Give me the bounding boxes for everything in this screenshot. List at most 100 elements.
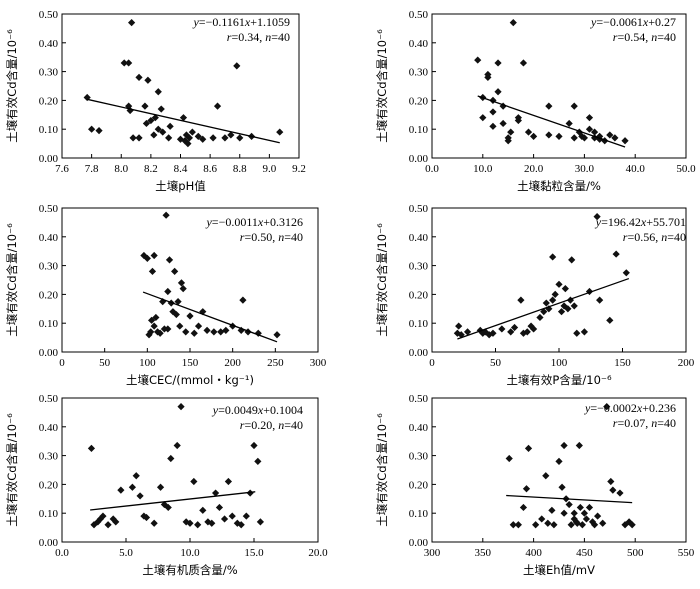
data-point	[224, 477, 232, 486]
data-point	[621, 521, 629, 529]
x-tick-label: 8.8	[233, 163, 247, 175]
data-point	[129, 134, 137, 142]
data-point	[217, 328, 225, 336]
data-point	[236, 134, 244, 142]
x-tick-label: 20.0	[308, 547, 328, 559]
data-point	[164, 503, 172, 512]
y-tick-label: 0.50	[39, 393, 59, 405]
data-point	[167, 454, 175, 463]
data-point	[536, 313, 544, 322]
data-point	[174, 298, 182, 306]
x-tick-label: 550	[678, 547, 695, 559]
data-point	[542, 299, 550, 307]
data-point	[548, 506, 556, 514]
y-tick-label: 0.20	[39, 95, 59, 107]
data-point	[578, 132, 586, 140]
data-point	[570, 302, 578, 310]
data-point	[237, 326, 245, 334]
data-point	[159, 128, 167, 136]
data-point	[489, 96, 497, 104]
y-tick-label: 0.10	[39, 124, 59, 136]
data-point	[150, 131, 158, 139]
y-tick-label: 0.40	[409, 38, 429, 50]
y-tick-label: 0.50	[39, 9, 59, 21]
data-point	[527, 322, 535, 330]
data-point	[164, 287, 172, 296]
chart-panel-1: 7.6 7.8 8.0 8.2 8.4 8.6 8.8 9.0 9.2 0.00 0.10 0.20 0…	[5, 9, 306, 193]
regression-equation: y=−0.0061x+0.27	[590, 15, 676, 29]
data-point	[530, 132, 538, 140]
y-tick-label: 0.20	[39, 479, 59, 491]
chart-panel-6: 300 350 400 450 500 550 0.00 0.10 0.20 0.30 0.40 0.…	[375, 393, 695, 577]
x-tick-label: 9.0	[263, 163, 277, 175]
data-point	[596, 296, 604, 304]
data-point	[179, 285, 187, 293]
data-point	[550, 521, 558, 529]
data-point	[570, 509, 578, 517]
data-point	[154, 125, 162, 133]
data-point	[215, 503, 224, 512]
regression-stats: r=0.54, n=40	[613, 30, 676, 44]
data-point	[514, 521, 522, 529]
data-point	[607, 477, 615, 486]
regression-equation: y=−0.0011x+0.3126	[205, 215, 303, 229]
data-point	[199, 506, 207, 514]
data-point	[171, 267, 179, 275]
data-point	[616, 489, 624, 497]
data-point	[90, 521, 98, 529]
data-point	[208, 519, 216, 527]
x-tick-label: 100	[551, 357, 568, 369]
data-point	[151, 114, 159, 122]
y-axis-title: 土壤有效Cd含量/10⁻⁶	[375, 413, 389, 527]
chart-panel-4: 0 50 100 150 200 0.00 0.10 0.20 0.30 0.40 0.50 土壤有效…	[375, 203, 695, 387]
regression-line	[457, 277, 630, 340]
x-tick-label: 100	[139, 357, 156, 369]
data-point	[565, 119, 573, 128]
y-axis-title: 土壤有效Cd含量/10⁻⁶	[5, 223, 19, 337]
data-point	[538, 515, 546, 523]
data-point	[580, 134, 588, 142]
data-point	[141, 102, 149, 110]
x-tick-label: 150	[182, 357, 199, 369]
y-tick-label: 0.30	[409, 451, 429, 463]
data-point	[142, 513, 151, 522]
regression-equation: y=0.0049x+0.1004	[212, 403, 303, 417]
data-point	[186, 519, 194, 527]
data-point	[489, 329, 497, 337]
x-axis-title: 土壤Eh值/mV	[523, 563, 595, 577]
data-point	[150, 251, 158, 260]
x-tick-label: 15.0	[244, 547, 264, 559]
regression-equation: y=196.42x+55.701	[595, 215, 686, 229]
data-point	[479, 114, 487, 122]
y-axis-title: 土壤有效Cd含量/10⁻⁶	[375, 29, 389, 143]
x-tick-label: 450	[576, 547, 593, 559]
y-axis-title: 土壤有效Cd含量/10⁻⁶	[5, 29, 19, 143]
regression-line	[506, 494, 633, 504]
y-tick-label: 0.00	[409, 537, 429, 549]
y-tick-label: 0.10	[39, 508, 59, 520]
y-axis-title: 土壤有效Cd含量/10⁻⁶	[5, 413, 19, 527]
regression-line	[142, 291, 278, 343]
data-point	[560, 441, 568, 450]
y-tick-label: 0.20	[409, 479, 429, 491]
chart-panel-5: 0.0 5.0 10.0 15.0 20.0 0.00 0.10 0.20 0.30 0.40 0.…	[5, 393, 328, 577]
plot-frame	[431, 397, 687, 543]
data-point	[522, 485, 531, 493]
data-point	[509, 19, 517, 27]
y-tick-label: 0.40	[39, 422, 59, 434]
data-point	[463, 328, 472, 336]
data-point	[549, 253, 557, 261]
data-point	[545, 305, 553, 313]
data-point	[455, 322, 463, 330]
regression-line	[90, 491, 256, 511]
x-tick-label: 50	[99, 357, 111, 369]
data-point	[117, 486, 125, 494]
data-point	[254, 329, 262, 337]
data-point	[580, 509, 588, 517]
data-point	[578, 521, 586, 529]
y-tick-label: 0.00	[39, 537, 59, 549]
data-point	[622, 269, 630, 277]
x-tick-label: 0.0	[425, 163, 439, 175]
